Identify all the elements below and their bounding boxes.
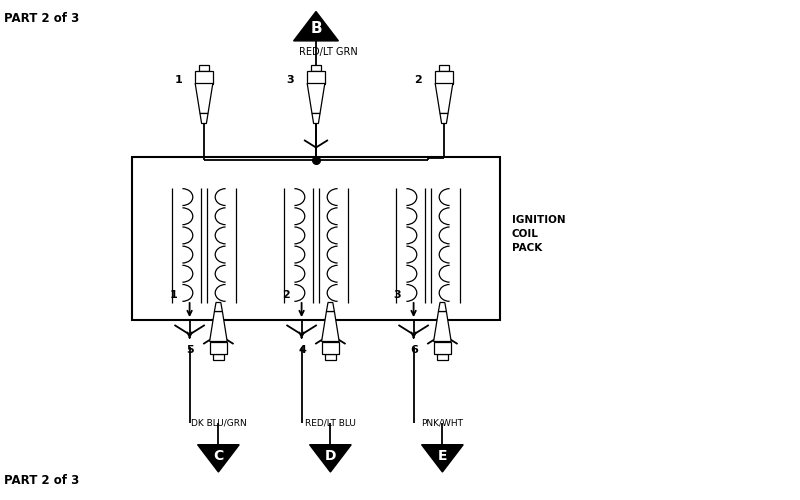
Text: C: C <box>214 450 223 464</box>
Text: 3: 3 <box>394 290 402 300</box>
Polygon shape <box>307 84 325 114</box>
Polygon shape <box>195 84 213 114</box>
Text: E: E <box>438 450 447 464</box>
Text: DK BLU/GRN: DK BLU/GRN <box>190 418 246 427</box>
Bar <box>439 65 450 71</box>
Text: B: B <box>310 21 322 36</box>
Text: RED/LT BLU: RED/LT BLU <box>305 418 356 427</box>
Polygon shape <box>326 302 334 312</box>
Text: 6: 6 <box>410 345 418 355</box>
Polygon shape <box>438 302 446 312</box>
Polygon shape <box>200 114 208 124</box>
Bar <box>199 65 210 71</box>
Text: PART 2 of 3: PART 2 of 3 <box>4 474 79 488</box>
Text: 3: 3 <box>286 75 294 85</box>
Text: D: D <box>325 450 336 464</box>
Bar <box>307 71 325 84</box>
Polygon shape <box>294 12 338 41</box>
Text: RED/LT GRN: RED/LT GRN <box>298 47 358 57</box>
Polygon shape <box>422 444 463 472</box>
Text: IGNITION
COIL
PACK: IGNITION COIL PACK <box>512 215 566 253</box>
Bar <box>434 342 451 354</box>
Bar <box>438 354 448 360</box>
Text: PNK/WHT: PNK/WHT <box>422 418 463 427</box>
Bar <box>213 354 224 360</box>
Text: 2: 2 <box>414 75 422 85</box>
Text: 4: 4 <box>298 345 306 355</box>
Bar <box>132 158 500 320</box>
Bar <box>195 71 213 84</box>
Polygon shape <box>310 444 351 472</box>
Polygon shape <box>198 444 239 472</box>
Polygon shape <box>440 114 448 124</box>
Bar <box>322 342 339 354</box>
Polygon shape <box>312 114 320 124</box>
Bar <box>310 65 322 71</box>
Text: 1: 1 <box>174 75 182 85</box>
Text: troubleshootvehicle.com: troubleshootvehicle.com <box>214 242 426 258</box>
Bar <box>210 342 227 354</box>
Text: 1: 1 <box>170 290 178 300</box>
Polygon shape <box>434 312 451 342</box>
Polygon shape <box>210 312 227 342</box>
Polygon shape <box>435 84 453 114</box>
Bar <box>435 71 453 84</box>
Polygon shape <box>214 302 222 312</box>
Polygon shape <box>322 312 339 342</box>
Text: 2: 2 <box>282 290 290 300</box>
Bar <box>326 354 336 360</box>
Text: PART 2 of 3: PART 2 of 3 <box>4 12 79 26</box>
Text: 5: 5 <box>186 345 194 355</box>
